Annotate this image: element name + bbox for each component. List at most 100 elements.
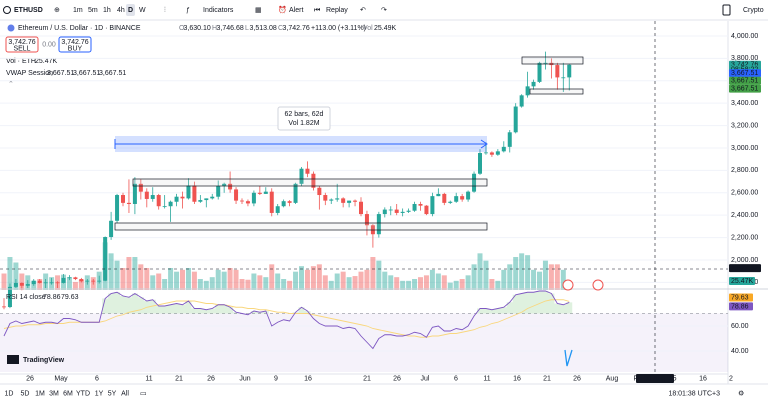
- resistance-box: [132, 178, 488, 187]
- range-button[interactable]: All: [121, 390, 129, 397]
- interval[interactable]: 5m: [88, 7, 98, 14]
- market-label[interactable]: Crypto: [743, 7, 764, 14]
- candle-body: [115, 195, 120, 221]
- range-button[interactable]: 3M: [49, 390, 59, 397]
- replay-icon[interactable]: ⏮: [314, 7, 320, 14]
- x-tick-label: 11: [145, 375, 152, 382]
- volume-bar: [138, 264, 144, 290]
- x-tick-label: Jul: [421, 375, 430, 382]
- candle-body: [531, 81, 536, 87]
- candle-body: [418, 203, 423, 206]
- y-tick-label: 3,800.00: [731, 55, 758, 62]
- ohlc-value: 3,746.68: [217, 25, 244, 32]
- x-tick-label: 6: [454, 375, 458, 382]
- candle-body: [525, 86, 530, 96]
- volume-bar: [352, 276, 358, 290]
- buy-button[interactable]: [58, 36, 92, 53]
- candle-body: [472, 173, 477, 192]
- ohlc-key: L: [245, 25, 249, 32]
- candle-body: [293, 183, 298, 203]
- candle-body: [91, 280, 96, 282]
- buy-price[interactable]: 3,742.76: [61, 39, 88, 46]
- volume-bar: [364, 269, 370, 290]
- x-tick-label: 21: [363, 375, 371, 382]
- crypto-icon[interactable]: [722, 4, 731, 16]
- alert-button[interactable]: Alert: [289, 7, 303, 14]
- rsi-tag: [729, 302, 753, 311]
- range-button[interactable]: 5Y: [108, 390, 117, 397]
- range-vol: Vol 1.82M: [288, 120, 319, 127]
- candle-body: [126, 202, 131, 204]
- volume-bar: [465, 275, 471, 290]
- x-tick-label: 16: [513, 375, 521, 382]
- symbol-logo: [7, 24, 15, 32]
- layout-icon[interactable]: ▦: [255, 7, 262, 14]
- volume-bar: [37, 279, 43, 290]
- ohlc-value: 3,630.10: [184, 25, 211, 32]
- sell-price[interactable]: 3,742.76: [8, 39, 35, 46]
- range-button[interactable]: YTD: [76, 390, 90, 397]
- x-tick-label: 26: [207, 375, 215, 382]
- range-button[interactable]: 1D: [5, 390, 14, 397]
- candle-body: [448, 201, 453, 203]
- candle-body: [109, 220, 114, 238]
- rsi-tick-label: 40.00: [731, 348, 749, 355]
- y-tick-label: 2,000.00: [731, 257, 758, 264]
- settings-icon[interactable]: ⚙: [738, 389, 744, 397]
- volume-bar: [120, 268, 126, 290]
- rsi-title: RSI 14 close: [6, 294, 46, 301]
- interval[interactable]: 1m: [73, 7, 83, 14]
- price-tag-label: 3,667.51: [731, 78, 758, 85]
- volume-bar: [144, 268, 150, 290]
- date-range-icon[interactable]: ▭: [140, 390, 147, 397]
- undo[interactable]: ↶: [360, 7, 366, 14]
- range-button[interactable]: 5D: [21, 390, 30, 397]
- candle-body: [132, 183, 137, 204]
- x-tick-label: 16: [304, 375, 312, 382]
- ohlc-value: 3,513.08: [250, 25, 277, 32]
- range-button[interactable]: 1M: [35, 390, 45, 397]
- candle-body: [168, 201, 173, 207]
- range-button[interactable]: 6M: [63, 390, 73, 397]
- collapse-legend[interactable]: ⌃: [8, 80, 14, 88]
- candle-body: [489, 152, 494, 155]
- candle-body: [359, 201, 363, 215]
- sell-button[interactable]: [5, 36, 39, 53]
- volume-bar: [126, 257, 132, 290]
- candle-body: [85, 280, 90, 282]
- interval[interactable]: 4h: [117, 7, 125, 14]
- y-tick-label: 4,000.00: [731, 33, 758, 40]
- candle-body: [388, 209, 393, 211]
- replay-button[interactable]: Replay: [326, 7, 348, 14]
- indicators-icon[interactable]: ƒ: [186, 7, 190, 14]
- indicators-button[interactable]: Indicators: [203, 7, 234, 14]
- range-button[interactable]: 1Y: [95, 390, 104, 397]
- event-icon[interactable]: [562, 279, 574, 291]
- event-icon[interactable]: [592, 279, 604, 291]
- candle-body: [299, 168, 304, 184]
- volume-bar: [185, 268, 191, 290]
- redo[interactable]: ↷: [381, 7, 387, 14]
- volume-bar: [412, 279, 418, 290]
- volume-bar: [221, 271, 227, 290]
- symbol[interactable]: ETHUSD: [14, 7, 43, 14]
- buy-label[interactable]: BUY: [68, 45, 83, 52]
- volume-bar: [156, 273, 162, 290]
- vol-label: Vol · ETH: [6, 58, 36, 65]
- add-symbol[interactable]: ⊕: [54, 7, 60, 14]
- search-icon[interactable]: [3, 6, 11, 14]
- alert-icon[interactable]: ⏰: [278, 5, 287, 14]
- interval[interactable]: D: [128, 7, 133, 14]
- sell-label[interactable]: SELL: [13, 45, 30, 52]
- logo: TradingView: [23, 357, 65, 364]
- rsi-tag-label: 78.86: [731, 303, 749, 310]
- chart-type-icon[interactable]: ⫶: [164, 6, 166, 14]
- interval[interactable]: W: [139, 7, 146, 14]
- candle-body: [406, 210, 411, 212]
- candle-body: [25, 284, 30, 286]
- candle-body: [216, 186, 221, 197]
- y-tick-label: 2,200.00: [731, 234, 758, 241]
- volume-bar: [191, 271, 197, 290]
- interval[interactable]: 1h: [103, 7, 111, 14]
- x-tick-label: 16: [699, 375, 707, 382]
